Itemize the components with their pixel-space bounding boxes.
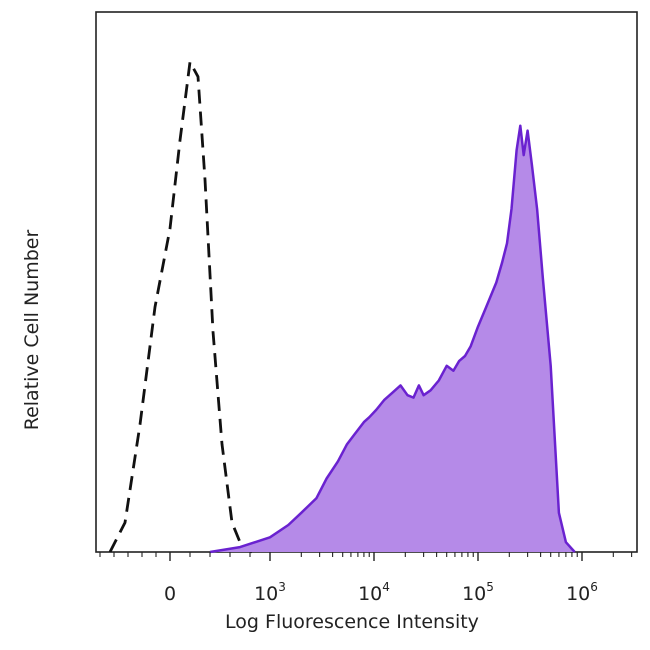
x-tick-label-2: 104 xyxy=(358,580,390,605)
series-line-0 xyxy=(108,60,253,554)
series-line-1 xyxy=(209,124,576,554)
x-tick-label-0: 0 xyxy=(164,583,176,605)
x-tick-label-1: 103 xyxy=(254,580,286,605)
x-tick-labels: 0 103 104 105 106 xyxy=(164,580,598,605)
x-tick-label-4: 106 xyxy=(566,580,598,605)
series-fill-1 xyxy=(210,125,575,552)
x-axis-title: Log Fluorescence Intensity xyxy=(225,611,479,633)
x-ticks xyxy=(99,552,633,561)
series-layer xyxy=(108,60,576,554)
y-axis-title: Relative Cell Number xyxy=(21,230,43,431)
x-tick-label-3: 105 xyxy=(462,580,494,605)
